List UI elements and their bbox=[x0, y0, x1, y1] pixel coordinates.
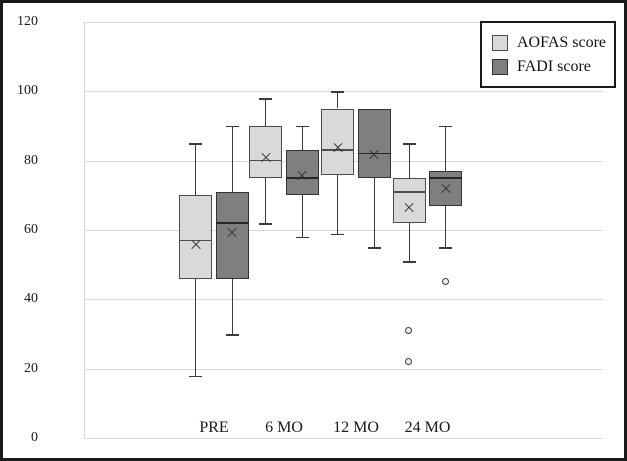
box-fadi-pre-lower-whisker bbox=[231, 278, 233, 335]
legend-item-fadi: FADI score bbox=[492, 55, 614, 79]
box-aofas-24mo-upper-cap bbox=[402, 143, 416, 145]
y-axis-line bbox=[84, 21, 85, 439]
box-fadi-24mo-outlier bbox=[441, 278, 449, 286]
box-fadi-12mo bbox=[357, 108, 391, 178]
legend-label-aofas: AOFAS score bbox=[517, 34, 607, 51]
legend: AOFAS score FADI score bbox=[480, 21, 616, 88]
box-aofas-12mo bbox=[321, 108, 355, 175]
box-aofas-pre-lower-whisker bbox=[195, 278, 197, 376]
box-aofas-24mo-outlier bbox=[405, 326, 413, 334]
box-fadi-24mo-median bbox=[429, 177, 463, 179]
box-aofas-pre-upper-whisker bbox=[195, 143, 197, 196]
box-aofas-6mo-upper-cap bbox=[259, 98, 273, 100]
box-fadi-24mo-upper-whisker bbox=[445, 125, 447, 171]
box-aofas-24mo-median bbox=[392, 191, 426, 193]
box-fadi-pre-lower-cap bbox=[225, 334, 239, 336]
box-aofas-pre bbox=[179, 195, 213, 279]
box-fadi-6mo-mean-marker bbox=[297, 170, 307, 180]
box-fadi-pre-upper-cap bbox=[225, 125, 239, 128]
fadi-swatch-icon bbox=[492, 59, 508, 75]
box-aofas-6mo-lower-cap bbox=[259, 223, 273, 225]
box-aofas-12mo-lower-cap bbox=[331, 233, 345, 236]
box-fadi-24mo-lower-whisker bbox=[445, 205, 447, 248]
gridline-60 bbox=[84, 230, 603, 231]
legend-label-fadi: FADI score bbox=[517, 58, 591, 75]
legend-item-aofas: AOFAS score bbox=[492, 31, 614, 55]
box-aofas-24mo bbox=[392, 177, 426, 223]
gridline-20 bbox=[84, 368, 603, 370]
x-axis-category-label: PRE bbox=[199, 419, 229, 436]
box-fadi-6mo-upper-cap bbox=[295, 125, 309, 128]
box-aofas-pre-lower-cap bbox=[189, 375, 203, 378]
box-fadi-6mo-upper-whisker bbox=[301, 125, 303, 151]
y-axis-tick-label: 20 bbox=[24, 360, 38, 376]
box-aofas-24mo-upper-whisker bbox=[408, 143, 410, 178]
box-fadi-6mo-lower-whisker bbox=[301, 195, 303, 237]
box-aofas-24mo-mean-marker bbox=[404, 202, 414, 212]
y-axis-tick-label: 0 bbox=[31, 430, 38, 446]
aofas-swatch-icon bbox=[492, 35, 508, 51]
gridline-40 bbox=[84, 299, 603, 301]
box-aofas-6mo-upper-whisker bbox=[265, 98, 267, 126]
box-fadi-24mo-upper-cap bbox=[439, 125, 453, 128]
box-fadi-6mo-lower-cap bbox=[295, 236, 309, 239]
box-aofas-12mo-lower-whisker bbox=[337, 174, 339, 234]
box-aofas-24mo-lower-whisker bbox=[408, 223, 410, 262]
box-fadi-12mo-lower-cap bbox=[367, 247, 381, 249]
y-axis-tick-label: 40 bbox=[24, 291, 38, 307]
x-axis-category-label: 24 MO bbox=[404, 419, 451, 436]
box-fadi-12mo-lower-whisker bbox=[373, 177, 375, 248]
gridline-0 bbox=[84, 438, 603, 440]
box-fadi-pre-mean-marker bbox=[227, 227, 237, 237]
box-aofas-24mo-outlier bbox=[405, 357, 413, 365]
x-axis-category-label: 12 MO bbox=[333, 419, 379, 436]
box-fadi-24mo-lower-cap bbox=[439, 247, 453, 249]
box-fadi-pre-median bbox=[215, 222, 249, 224]
box-aofas-12mo-upper-cap bbox=[331, 91, 345, 93]
box-aofas-12mo-upper-whisker bbox=[337, 91, 339, 109]
box-aofas-pre-mean-marker bbox=[191, 239, 201, 249]
y-axis-tick-label: 80 bbox=[24, 152, 38, 168]
box-fadi-pre-upper-whisker bbox=[231, 125, 233, 192]
box-fadi-24mo-mean-marker bbox=[441, 183, 451, 193]
box-aofas-24mo-lower-cap bbox=[402, 261, 416, 263]
box-aofas-12mo-mean-marker bbox=[333, 142, 343, 152]
gridline-120 bbox=[84, 21, 603, 23]
box-aofas-pre-upper-cap bbox=[189, 143, 203, 145]
x-axis-category-label: 6 MO bbox=[265, 419, 303, 436]
y-axis-tick-label: 100 bbox=[17, 83, 38, 99]
y-axis-tick-label: 60 bbox=[24, 222, 38, 237]
box-aofas-6mo-mean-marker bbox=[261, 152, 271, 162]
box-fadi-12mo-mean-marker bbox=[369, 149, 379, 159]
box-aofas-6mo-lower-whisker bbox=[265, 177, 267, 223]
y-axis-tick-label: 120 bbox=[17, 13, 38, 29]
